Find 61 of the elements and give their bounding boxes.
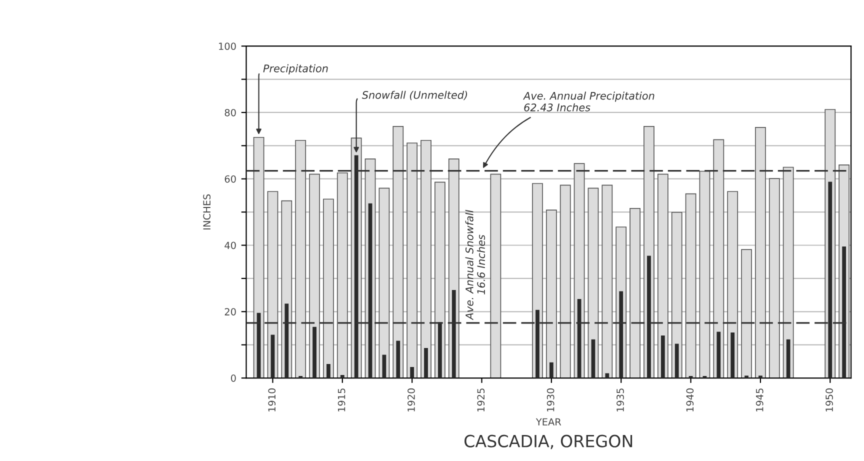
bar [424, 348, 428, 378]
text: Snowfall (Unmelted) [362, 90, 468, 100]
bar [323, 198, 334, 378]
bar [768, 178, 780, 378]
bar [674, 344, 679, 378]
x-tick-label: 1930 [546, 388, 554, 412]
bar [396, 340, 400, 378]
y-tick-label: 40 [224, 242, 236, 250]
bar [378, 188, 390, 378]
y-tick-label: 20 [224, 308, 236, 316]
bar [671, 212, 682, 378]
x-tick-label: 1925 [477, 388, 485, 412]
bar [716, 332, 721, 378]
bar [591, 339, 596, 378]
bar [420, 140, 432, 378]
bar [755, 127, 766, 378]
bar [713, 139, 724, 378]
bar [549, 362, 554, 378]
bar [699, 170, 710, 378]
bar [560, 184, 571, 378]
x-tick-label: 1945 [756, 388, 764, 412]
bar [546, 210, 557, 378]
x-tick-label: 1920 [408, 388, 415, 412]
text: Precipitation [263, 64, 328, 74]
bar [730, 332, 735, 378]
ref-line-label: Ave. Annual Snowfall 16.6 Inches [465, 210, 486, 320]
bar [588, 188, 599, 378]
bar [406, 142, 418, 378]
bar [336, 172, 348, 378]
y-axis-title: INCHES [203, 194, 211, 230]
bar [605, 373, 610, 378]
bar [340, 374, 344, 378]
bar [410, 366, 414, 378]
bar [392, 126, 404, 378]
x-tick-label: 1950 [826, 388, 833, 412]
x-tick-label: 1940 [686, 388, 694, 412]
bar [490, 174, 502, 378]
bar [312, 326, 316, 378]
bar [786, 339, 790, 378]
bar [630, 208, 640, 378]
bar [741, 249, 752, 378]
bar [657, 174, 668, 378]
y-tick-label: 100 [219, 42, 236, 50]
ref-line-label: Ave. Annual Precipitation 62.43 Inches [523, 92, 654, 112]
bar [782, 166, 794, 378]
y-tick-label: 0 [230, 374, 236, 382]
x-axis-title: YEAR [536, 418, 562, 426]
bar [382, 354, 386, 378]
x-tick-label: 1910 [268, 388, 276, 412]
bar [685, 193, 696, 378]
text: CASCADIA, OREGON [464, 434, 632, 450]
x-tick-label: 1935 [616, 388, 624, 412]
bar [602, 184, 613, 378]
bar [295, 140, 306, 378]
x-tick-label: 1915 [338, 388, 346, 412]
bar [326, 364, 330, 378]
y-tick-label: 60 [224, 175, 236, 183]
bar [660, 335, 665, 378]
bar [270, 334, 275, 378]
bar [267, 191, 278, 378]
y-tick-label: 80 [224, 108, 236, 116]
